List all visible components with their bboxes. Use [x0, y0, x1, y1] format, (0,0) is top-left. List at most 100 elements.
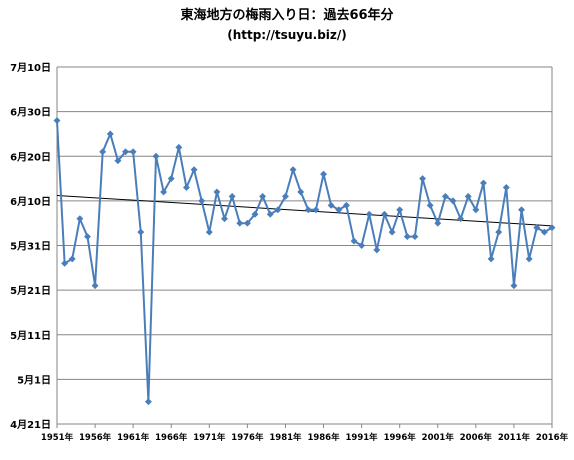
data-point: [312, 206, 320, 214]
data-point: [533, 224, 541, 232]
data-point: [129, 148, 137, 156]
data-point: [83, 233, 92, 241]
data-point: [540, 228, 548, 236]
data-point: [182, 183, 191, 192]
series: [53, 116, 556, 406]
data-point: [289, 166, 297, 174]
data-point: [472, 206, 480, 214]
y-tick-label: 5月31日: [10, 241, 51, 253]
y-tick-label: 7月10日: [10, 62, 51, 74]
data-point: [236, 219, 244, 227]
data-point: [297, 188, 305, 196]
data-point: [502, 183, 510, 192]
x-tick-label: 1961年: [117, 432, 150, 443]
data-point: [274, 206, 282, 214]
data-point: [281, 192, 290, 200]
data-point: [190, 166, 198, 174]
x-tick-label: 1966年: [155, 432, 188, 443]
data-point: [548, 224, 556, 232]
data-point: [441, 192, 449, 200]
data-point: [327, 201, 335, 209]
data-point: [335, 206, 343, 214]
data-point: [319, 170, 328, 178]
grid: [57, 66, 552, 425]
trend-line: [56, 195, 553, 227]
data-point: [396, 206, 404, 214]
data-point: [121, 148, 130, 156]
data-point: [342, 201, 350, 209]
data-point: [114, 157, 122, 165]
data-point: [160, 188, 168, 196]
data-point: [373, 246, 381, 254]
x-tick-label: 1951年: [41, 432, 74, 443]
x-tick-label: 1996年: [384, 432, 417, 443]
data-point: [205, 228, 213, 236]
y-tick-label: 5月21日: [10, 285, 51, 297]
series-line: [56, 120, 553, 403]
data-point: [68, 255, 76, 263]
y-tick-label: 4月21日: [10, 419, 51, 431]
y-tick-label: 6月10日: [10, 196, 51, 208]
data-point: [99, 148, 107, 156]
data-point: [251, 210, 259, 218]
data-point: [388, 228, 396, 236]
chart-title: 東海地方の梅雨入り日：過去66年分: [180, 7, 393, 23]
data-point: [243, 219, 251, 227]
data-point: [144, 398, 152, 406]
data-point: [365, 210, 373, 218]
data-point: [495, 228, 503, 236]
data-point: [449, 197, 457, 205]
data-point: [61, 259, 69, 267]
data-point: [304, 206, 312, 214]
data-point: [358, 241, 366, 250]
data-point: [198, 197, 206, 205]
data-point: [434, 219, 442, 227]
trendline: [56, 195, 553, 227]
y-tick-label: 6月30日: [10, 107, 51, 119]
data-point: [487, 255, 495, 263]
x-tick-label: 2001年: [422, 432, 455, 443]
y-tick-label: 5月11日: [10, 330, 51, 342]
data-point: [175, 143, 183, 151]
data-point: [517, 206, 526, 214]
x-tick-label: 1986年: [307, 432, 340, 443]
x-tick-label: 1991年: [346, 432, 379, 443]
x-tick-label: 1956年: [79, 432, 112, 443]
x-tick-label: 1981年: [269, 432, 302, 443]
data-point: [350, 237, 358, 245]
x-tick-label: 2016年: [536, 432, 569, 443]
data-point: [479, 179, 488, 187]
x-tick-label: 2006年: [460, 432, 493, 443]
data-point: [411, 233, 419, 241]
y-tick-label: 5月1日: [17, 374, 51, 386]
y-tick-label: 6月20日: [10, 151, 51, 163]
y-axis-ticks: 7月10日 6月30日 6月20日 6月10日 5月31日 5月21日 5月11日 5月1日 4…: [10, 62, 51, 431]
data-point: [167, 175, 175, 183]
data-point: [457, 215, 465, 223]
data-point: [53, 116, 61, 125]
x-axis-ticks: 1951年 1956年 1961年 1966年 1971年 1976年 1981年 1986年…: [41, 432, 569, 443]
data-point: [380, 210, 389, 218]
data-point: [228, 192, 236, 200]
x-tick-label: 1971年: [193, 432, 226, 443]
axes: [56, 67, 553, 428]
data-point: [213, 188, 221, 196]
data-point: [525, 255, 533, 263]
data-point: [464, 192, 472, 200]
x-tick-label: 2011年: [498, 432, 531, 443]
data-point: [152, 152, 160, 160]
data-point: [510, 282, 518, 290]
data-point: [220, 215, 229, 223]
data-point: [403, 233, 411, 241]
chart-subtitle: (http://tsuyu.biz/): [227, 28, 347, 42]
data-point: [106, 130, 114, 138]
data-point: [418, 175, 427, 183]
data-point: [91, 282, 99, 290]
data-point: [266, 210, 274, 218]
x-tick-label: 1976年: [231, 432, 264, 443]
data-point: [426, 201, 434, 209]
data-point: [76, 215, 84, 223]
data-point: [259, 192, 267, 200]
